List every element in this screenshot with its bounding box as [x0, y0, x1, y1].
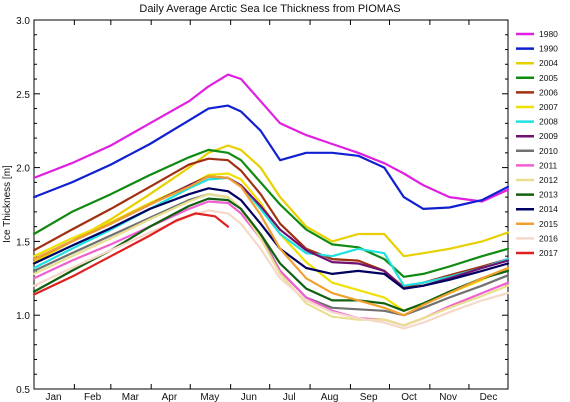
y-tick-label: 0.5	[16, 385, 30, 396]
legend-label-1990: 1990	[539, 44, 558, 54]
series-line-2004	[32, 144, 510, 264]
series-line-1990	[32, 104, 510, 210]
series-line-1980	[32, 73, 510, 203]
series-line-2017	[32, 212, 230, 296]
legend: 1980 1990 2004 2005 2006 2007 2008 2009 2010 2011…	[516, 29, 558, 258]
series-lines	[32, 73, 510, 330]
legend-label-2004: 2004	[539, 58, 558, 68]
y-axis-label: Ice Thickness [m]	[2, 165, 13, 243]
series-line-2005	[32, 148, 510, 278]
x-tick-label: Feb	[84, 392, 102, 402]
legend-label-1980: 1980	[539, 29, 558, 39]
x-tick-label: May	[200, 392, 219, 402]
y-tick-label: 3.0	[16, 16, 30, 27]
y-tick-label: 1.5	[16, 237, 30, 248]
x-tick-label: Jan	[45, 392, 61, 402]
x-tick-label: Sep	[360, 392, 378, 402]
legend-label-2016: 2016	[539, 233, 558, 243]
y-tick-label: 2.0	[16, 164, 30, 175]
x-tick-label: Oct	[401, 392, 417, 402]
x-tick-label: Dec	[480, 392, 498, 402]
legend-label-2012: 2012	[539, 175, 558, 185]
legend-label-2013: 2013	[539, 190, 558, 200]
y-tick-label: 2.5	[16, 90, 30, 101]
series-line-2016	[32, 209, 510, 330]
legend-label-2007: 2007	[539, 102, 558, 112]
legend-label-2014: 2014	[539, 204, 558, 214]
x-axis: Jan Feb Mar Apr May Jun Jul Aug Sep Oct Nov Dec	[33, 20, 509, 402]
x-tick-label: Nov	[439, 392, 457, 402]
series-line-2012	[32, 193, 510, 327]
legend-label-2009: 2009	[539, 131, 558, 141]
plot-frame	[33, 19, 509, 390]
x-tick-label: Jun	[241, 392, 257, 402]
legend-label-2011: 2011	[539, 160, 558, 170]
x-tick-label: Apr	[162, 392, 178, 402]
series-line-2013	[32, 197, 510, 312]
x-tick-label: Mar	[122, 392, 140, 402]
chart-title: Daily Average Arctic Sea Ice Thickness f…	[139, 3, 400, 15]
y-axis: 0.5 1.0 1.5 2.0 2.5 3.0	[16, 16, 508, 396]
series-line-2015	[32, 175, 510, 317]
y-tick-label: 1.0	[16, 311, 30, 322]
legend-label-2006: 2006	[539, 87, 558, 97]
x-tick-label: Aug	[321, 392, 339, 402]
legend-label-2005: 2005	[539, 73, 558, 83]
legend-label-2017: 2017	[539, 248, 558, 258]
x-tick-label: Jul	[283, 392, 296, 402]
legend-label-2015: 2015	[539, 219, 558, 229]
legend-label-2010: 2010	[539, 146, 558, 156]
legend-label-2008: 2008	[539, 117, 558, 127]
